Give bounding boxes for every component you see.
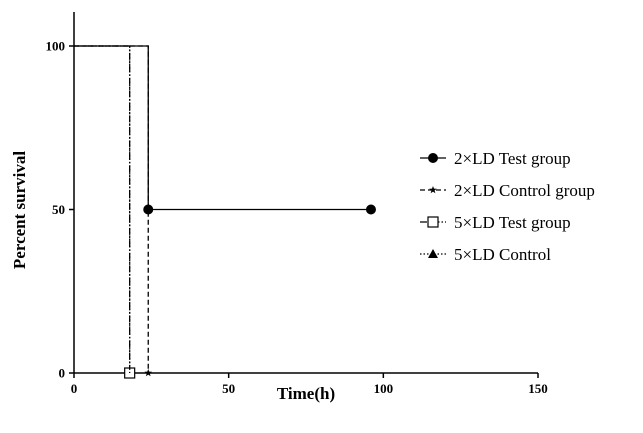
legend-label: 2×LD Test group <box>454 149 571 168</box>
x-tick-label: 50 <box>222 381 235 396</box>
legend-item-4: 5×LD Control <box>420 245 551 264</box>
y-axis-title: Percent survival <box>10 151 29 269</box>
series-line <box>74 45 371 211</box>
legend-label: 5×LD Control <box>454 245 551 264</box>
y-tick-label: 50 <box>52 202 65 217</box>
y-tick-label: 0 <box>59 366 66 381</box>
series-layer <box>74 45 376 379</box>
series-3 <box>74 45 136 379</box>
x-tick-label: 0 <box>71 381 78 396</box>
square-marker <box>427 216 439 228</box>
series-line <box>74 45 131 373</box>
legend: 2×LD Test group 2×LD Control group 5×LD Te… <box>420 149 595 264</box>
circle-marker <box>428 153 438 163</box>
series-1 <box>74 45 376 215</box>
x-tick-label: 100 <box>374 381 394 396</box>
series-4 <box>74 45 131 373</box>
star-marker <box>429 186 437 194</box>
series-line <box>74 45 131 373</box>
series-line <box>74 45 149 373</box>
x-axis-title: Time(h) <box>277 384 335 403</box>
series-2 <box>74 45 153 377</box>
triangle-marker <box>428 249 438 258</box>
star-marker <box>144 369 153 377</box>
legend-item-1: 2×LD Test group <box>420 149 571 168</box>
y-tick-label: 100 <box>46 39 66 54</box>
circle-marker <box>365 204 376 215</box>
axes: 0 50 100 150 0 50 100 <box>46 12 548 396</box>
x-tick-label: 150 <box>528 381 548 396</box>
legend-item-3: 5×LD Test group <box>420 213 571 232</box>
legend-label: 2×LD Control group <box>454 181 595 200</box>
legend-label: 5×LD Test group <box>454 213 571 232</box>
legend-item-2: 2×LD Control group <box>420 181 595 200</box>
circle-marker <box>143 204 154 215</box>
